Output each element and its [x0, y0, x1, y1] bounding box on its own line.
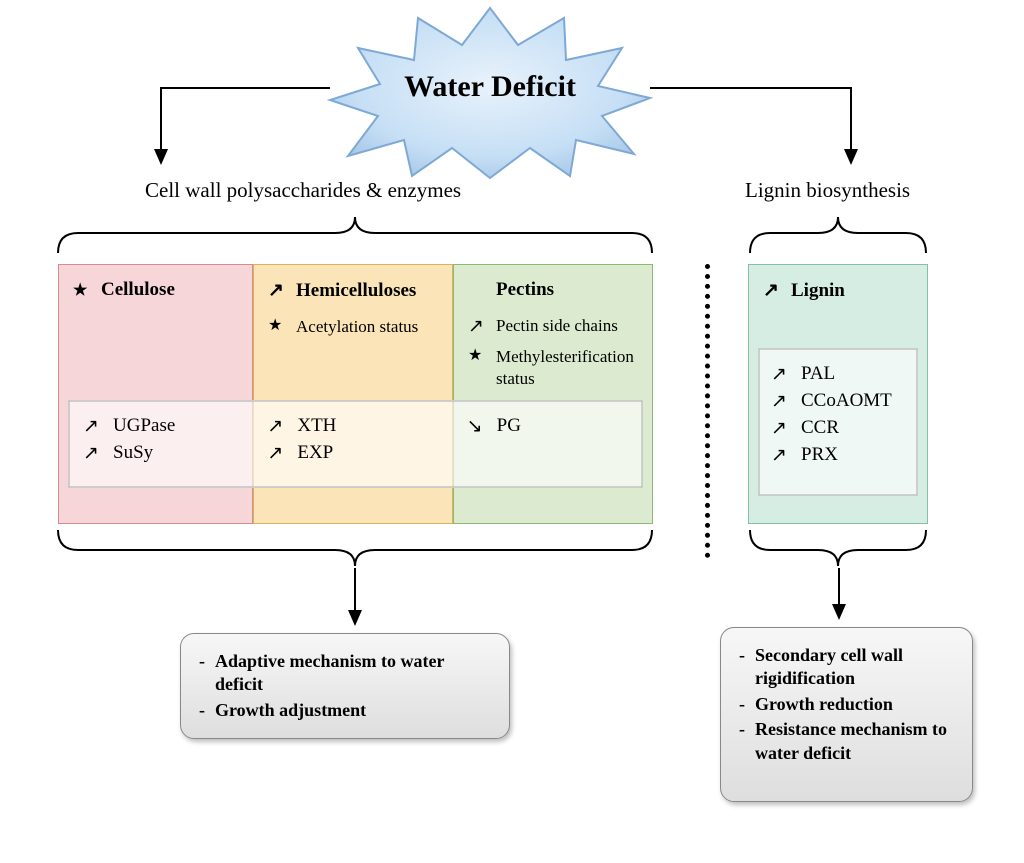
arrow-up-icon: ↗	[763, 279, 781, 302]
star-icon: ★	[268, 316, 286, 337]
brace-bottom-right	[748, 528, 928, 568]
arrow-up-icon: ↗	[771, 444, 789, 467]
brace-top-right	[748, 215, 928, 255]
arrow-up-icon: ↗	[268, 279, 286, 302]
enzyme-label: PG	[497, 415, 521, 438]
title-text: Water Deficit	[320, 70, 660, 104]
enzyme-label: UGPase	[113, 415, 175, 438]
connector-left	[160, 87, 330, 89]
enzyme-label: XTH	[297, 415, 336, 438]
section-heading-polysaccharides: Cell wall polysaccharides & enzymes	[145, 178, 461, 203]
brace-top-left	[56, 215, 654, 255]
result-item: Growth adjustment	[215, 699, 366, 722]
dotted-separator	[705, 264, 710, 558]
box-title-pectin: Pectins	[496, 279, 554, 301]
star-icon: ★	[73, 280, 91, 300]
brace-bottom-left	[56, 528, 654, 568]
result-item: Adaptive mechanism to water deficit	[215, 650, 491, 697]
arrow-down-left	[152, 87, 170, 165]
enzyme-label: CCoAOMT	[801, 390, 892, 413]
arrow-up-icon: ↗	[83, 415, 101, 438]
result-item: Resistance mechanism to water deficit	[755, 718, 954, 765]
enzyme-label: PRX	[801, 444, 838, 467]
diagram-root: Water Deficit Cell wall polysaccharides …	[0, 0, 1024, 863]
enzyme-label: EXP	[297, 442, 333, 465]
result-item: Growth reduction	[755, 693, 893, 716]
enzyme-strip-lignin: ↗ PAL ↗ CCoAOMT ↗ CCR ↗ PRX	[758, 348, 918, 496]
arrow-to-result-left	[346, 568, 364, 626]
arrow-up-icon: ↗	[83, 442, 101, 465]
box-title-lignin: Lignin	[791, 280, 845, 302]
starburst: Water Deficit	[320, 0, 660, 180]
box-title-hemi: Hemicelluloses	[296, 280, 416, 302]
star-icon: ★	[468, 346, 486, 367]
sub-text: Methylesterification status	[496, 346, 642, 390]
arrow-up-icon: ↗	[771, 363, 789, 386]
enzyme-label: CCR	[801, 417, 839, 440]
arrow-up-icon: ↗	[267, 415, 285, 438]
enzyme-strip-main: ↗ UGPase ↗ SuSy ↗ XTH ↗ EXP ↘ PG	[68, 400, 643, 488]
arrow-to-result-right	[830, 568, 848, 620]
sub-text: Acetylation status	[296, 316, 418, 338]
arrow-up-icon: ↗	[267, 442, 285, 465]
enzyme-label: PAL	[801, 363, 835, 386]
connector-right	[650, 87, 850, 89]
box-title-cellulose: Cellulose	[101, 279, 175, 301]
arrow-down-right	[842, 87, 860, 165]
arrow-down-icon: ↘	[467, 415, 485, 438]
section-heading-lignin: Lignin biosynthesis	[745, 178, 910, 203]
result-box-left: Adaptive mechanism to water deficit Grow…	[180, 633, 510, 739]
arrow-up-icon: ↗	[468, 315, 486, 340]
arrow-up-icon: ↗	[771, 417, 789, 440]
enzyme-label: SuSy	[113, 442, 153, 465]
arrow-up-icon: ↗	[771, 390, 789, 413]
result-item: Secondary cell wall rigidification	[755, 644, 954, 691]
result-box-right: Secondary cell wall rigidification Growt…	[720, 627, 973, 802]
sub-text: Pectin side chains	[496, 315, 618, 337]
